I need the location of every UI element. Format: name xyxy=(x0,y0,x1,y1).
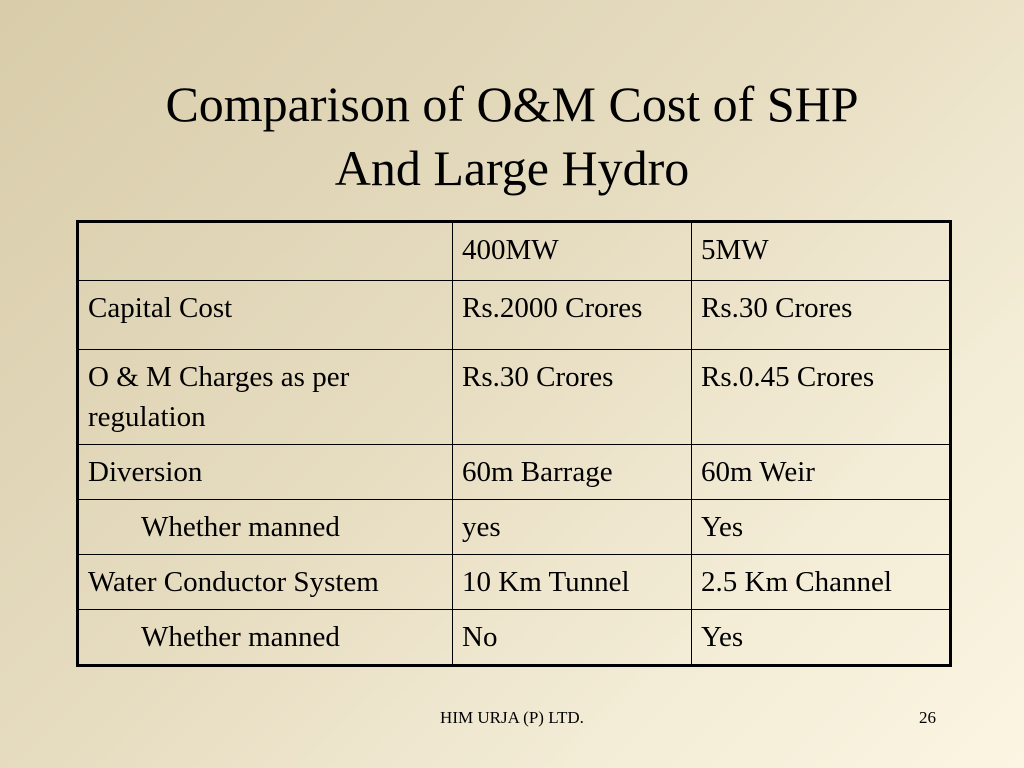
table-row: O & M Charges as per regulation Rs.30 Cr… xyxy=(77,349,951,445)
table-header-row: 400MW 5MW xyxy=(77,221,951,281)
cell-5mw: Rs.30 Crores xyxy=(691,280,951,350)
table-row: Whether manned No Yes xyxy=(77,609,951,666)
table-row: Whether manned yes Yes xyxy=(77,499,951,555)
cell-400mw: Rs.30 Crores xyxy=(452,349,692,445)
header-cell-400mw: 400MW xyxy=(452,221,692,281)
comparison-table: 400MW 5MW Capital Cost Rs.2000 Crores Rs… xyxy=(76,220,952,667)
row-label: Water Conductor System xyxy=(77,554,453,610)
table-row: Water Conductor System 10 Km Tunnel 2.5 … xyxy=(77,554,951,610)
footer-company: HIM URJA (P) LTD. xyxy=(440,708,584,727)
slide-title: Comparison of O&M Cost of SHP And Large … xyxy=(0,72,1024,200)
row-label: Whether manned xyxy=(77,499,453,555)
slide-title-line-1: Comparison of O&M Cost of SHP xyxy=(165,76,859,132)
cell-5mw: Rs.0.45 Crores xyxy=(691,349,951,445)
cell-5mw: Yes xyxy=(691,609,951,666)
table-row: Capital Cost Rs.2000 Crores Rs.30 Crores xyxy=(77,280,951,350)
cell-5mw: 60m Weir xyxy=(691,444,951,500)
header-cell-empty xyxy=(77,221,453,281)
slide-title-line-2: And Large Hydro xyxy=(334,140,690,196)
cell-5mw: 2.5 Km Channel xyxy=(691,554,951,610)
cell-400mw: 10 Km Tunnel xyxy=(452,554,692,610)
cell-400mw: Rs.2000 Crores xyxy=(452,280,692,350)
row-label: Capital Cost xyxy=(77,280,453,350)
table-row: Diversion 60m Barrage 60m Weir xyxy=(77,444,951,500)
slide-number: 26 xyxy=(919,708,936,727)
cell-5mw: Yes xyxy=(691,499,951,555)
cell-400mw: No xyxy=(452,609,692,666)
cell-400mw: yes xyxy=(452,499,692,555)
row-label: Diversion xyxy=(77,444,453,500)
cell-400mw: 60m Barrage xyxy=(452,444,692,500)
row-label: O & M Charges as per regulation xyxy=(77,349,453,445)
row-label: Whether manned xyxy=(77,609,453,666)
header-cell-5mw: 5MW xyxy=(691,221,951,281)
